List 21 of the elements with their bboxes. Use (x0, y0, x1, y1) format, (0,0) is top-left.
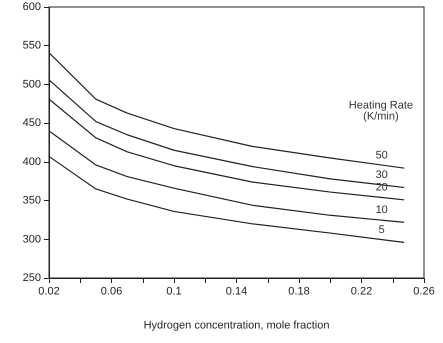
x-tick-label: 0.1 (166, 286, 182, 298)
series-label: 5 (378, 224, 385, 236)
series-label: 30 (376, 168, 388, 181)
y-tick-label: 350 (22, 194, 41, 207)
x-tick-label: 0.18 (288, 286, 310, 298)
y-tick-label: 400 (22, 156, 41, 168)
y-tick-label: 500 (22, 78, 41, 90)
series-label: 10 (376, 204, 388, 216)
x-tick-label: 0.14 (226, 286, 248, 298)
series-label: 50 (376, 150, 388, 162)
y-tick-label: 300 (22, 233, 41, 246)
y-tick-label: 550 (22, 40, 41, 52)
x-tick-label: 0.22 (350, 286, 372, 298)
y-tick-label: 600 (22, 1, 41, 13)
y-tick-label: 250 (22, 272, 41, 284)
x-tick-label: 0.06 (100, 286, 122, 298)
x-tick-label: 0.26 (413, 286, 435, 298)
x-tick-label: 0.02 (38, 286, 60, 298)
legend-title: Heating Rate (K/min) (348, 100, 414, 122)
x-axis-title: Hydrogen concentration, mole fraction (144, 320, 330, 332)
y-tick-label: 450 (22, 117, 41, 130)
